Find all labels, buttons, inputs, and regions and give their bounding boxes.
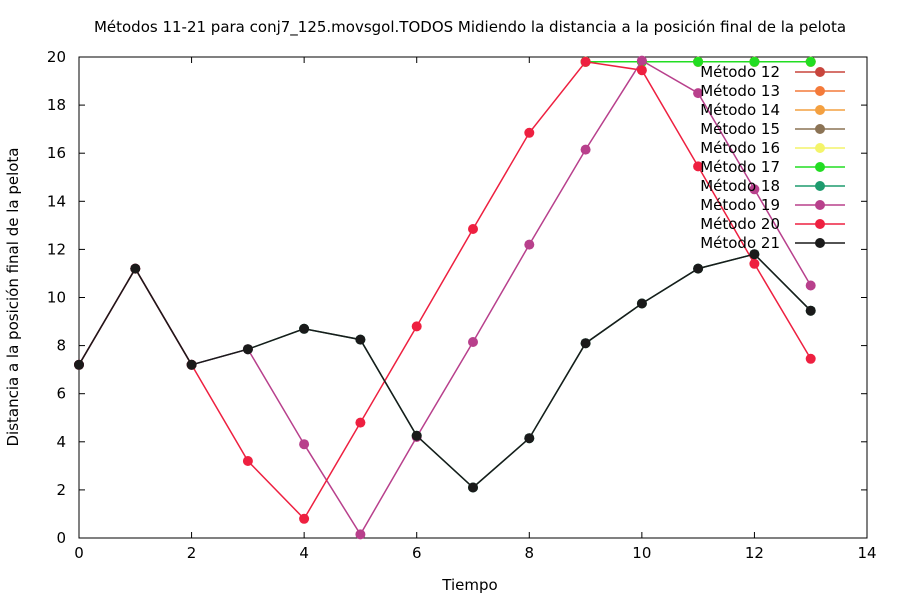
y-tick-label: 14	[47, 192, 66, 210]
data-point	[580, 338, 591, 349]
data-point	[524, 433, 535, 444]
data-point	[299, 323, 310, 334]
y-tick-label: 4	[56, 433, 66, 451]
legend-label: Método 13	[700, 82, 780, 100]
y-tick-label: 10	[47, 289, 66, 307]
x-tick-label: 10	[632, 544, 651, 562]
x-tick-label: 6	[412, 544, 422, 562]
x-axis-label: Tiempo	[441, 576, 497, 594]
data-point	[242, 456, 253, 466]
legend-label: Método 18	[700, 177, 780, 195]
data-point	[468, 337, 478, 347]
series-10	[74, 249, 816, 493]
data-point	[749, 56, 760, 67]
series-layer	[74, 55, 816, 540]
y-tick-label: 8	[56, 337, 66, 355]
data-point	[355, 417, 366, 428]
data-point	[74, 359, 84, 370]
data-point	[749, 184, 760, 195]
legend-marker	[815, 67, 825, 77]
legend-label: Método 12	[700, 63, 780, 81]
x-tick-label: 2	[187, 544, 197, 562]
data-point	[636, 55, 647, 66]
data-point	[468, 482, 478, 493]
data-point	[693, 56, 704, 67]
data-point	[130, 263, 141, 274]
legend-label: Método 14	[700, 101, 780, 119]
data-point	[749, 258, 760, 269]
data-point	[411, 430, 422, 441]
legend-marker	[815, 143, 825, 153]
x-tick-label: 0	[74, 544, 84, 562]
data-point	[805, 280, 816, 291]
data-point	[411, 321, 422, 332]
y-tick-label: 0	[56, 529, 66, 547]
data-point	[524, 127, 535, 138]
data-point	[468, 224, 478, 234]
y-axis-label: Distancia a la posición final de la pelo…	[4, 147, 22, 446]
data-point	[693, 263, 704, 274]
legend-marker	[815, 124, 825, 134]
legend-marker	[815, 86, 825, 96]
data-point	[299, 513, 310, 524]
axis-ticks: 0 2 4 6 8 10 12 14 0 2 4 6 8 10 12 14 16 18 20	[47, 48, 877, 562]
data-point	[355, 334, 366, 345]
data-point	[805, 305, 816, 316]
series-line	[78, 253, 812, 489]
legend-marker	[815, 162, 825, 172]
legend-marker	[815, 105, 825, 115]
y-tick-label: 2	[56, 481, 66, 499]
x-tick-label: 12	[745, 544, 764, 562]
data-point	[749, 249, 760, 260]
legend-label: Método 19	[700, 196, 780, 214]
legend-marker	[815, 238, 825, 248]
x-tick-label: 14	[857, 544, 876, 562]
chart-title: Métodos 11-21 para conj7_125.movsgol.TOD…	[94, 18, 846, 37]
data-point	[186, 359, 197, 370]
data-point	[524, 239, 535, 250]
y-tick-label: 12	[47, 240, 66, 258]
y-tick-label: 16	[47, 144, 66, 162]
data-point	[580, 144, 591, 155]
data-point	[805, 56, 816, 67]
legend-label: Método 17	[700, 158, 780, 176]
legend-marker	[815, 219, 825, 229]
x-tick-label: 8	[525, 544, 535, 562]
data-point	[693, 161, 704, 172]
y-tick-label: 6	[56, 385, 66, 403]
data-point	[299, 439, 310, 450]
data-point	[805, 353, 816, 364]
data-point	[355, 529, 366, 540]
data-point	[242, 344, 253, 355]
legend-label: Método 16	[700, 139, 780, 157]
legend-marker	[815, 181, 825, 191]
legend-label: Método 15	[700, 120, 780, 138]
data-point	[693, 88, 704, 99]
legend-marker	[815, 200, 825, 210]
data-point	[580, 56, 591, 67]
legend-label: Método 20	[700, 215, 780, 233]
legend-label: Método 21	[700, 234, 780, 252]
x-tick-label: 4	[299, 544, 309, 562]
series-line	[78, 60, 812, 521]
data-point	[636, 65, 647, 76]
data-point	[636, 298, 647, 309]
y-tick-label: 18	[47, 96, 66, 114]
y-tick-label: 20	[47, 48, 66, 66]
